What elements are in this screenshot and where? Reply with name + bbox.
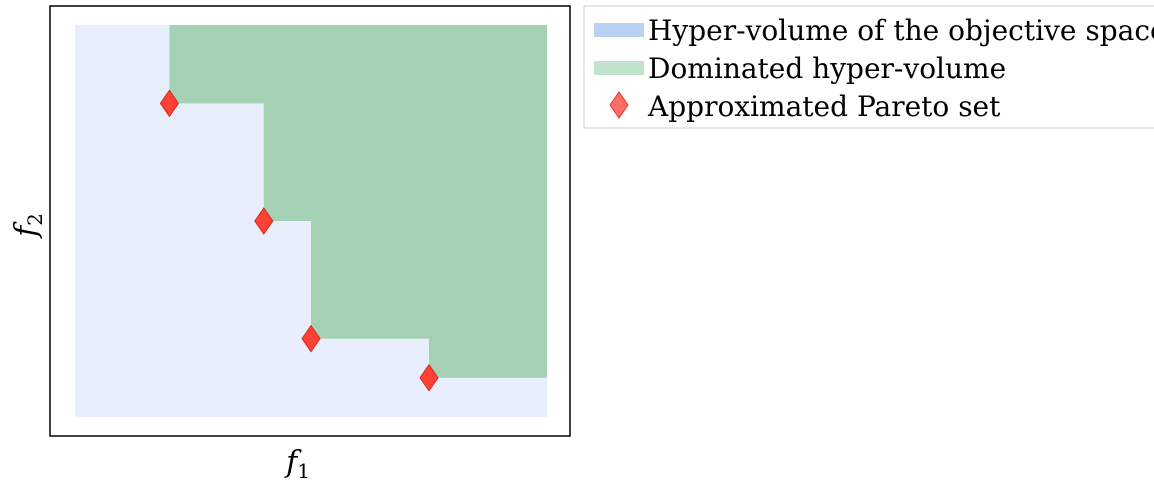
x-axis-label: f1 — [284, 445, 310, 480]
pareto-point-3 — [301, 324, 321, 353]
pareto-point-4 — [419, 363, 439, 392]
dominated-hypervolume-area — [169, 25, 547, 378]
legend-swatch-pareto — [609, 91, 629, 119]
legend-swatch-dominated — [594, 61, 644, 75]
pareto-point-1 — [159, 89, 180, 118]
legend: Hyper-volume of the objective space Domi… — [583, 5, 1154, 129]
y-axis-label: f2 — [9, 213, 47, 239]
pareto-point-2 — [254, 207, 274, 235]
pareto-markers — [159, 89, 439, 392]
legend-label-dominated: Dominated hyper-volume — [648, 52, 1006, 85]
y-axis-label-sub: 2 — [23, 213, 47, 226]
legend-box — [583, 5, 1154, 129]
legend-swatch-objective-space — [594, 23, 644, 37]
legend-label-pareto: Approximated Pareto set — [647, 90, 1001, 123]
legend-label-objective-space: Hyper-volume of the objective space — [648, 14, 1154, 47]
x-axis-label-sub: 1 — [297, 459, 310, 480]
